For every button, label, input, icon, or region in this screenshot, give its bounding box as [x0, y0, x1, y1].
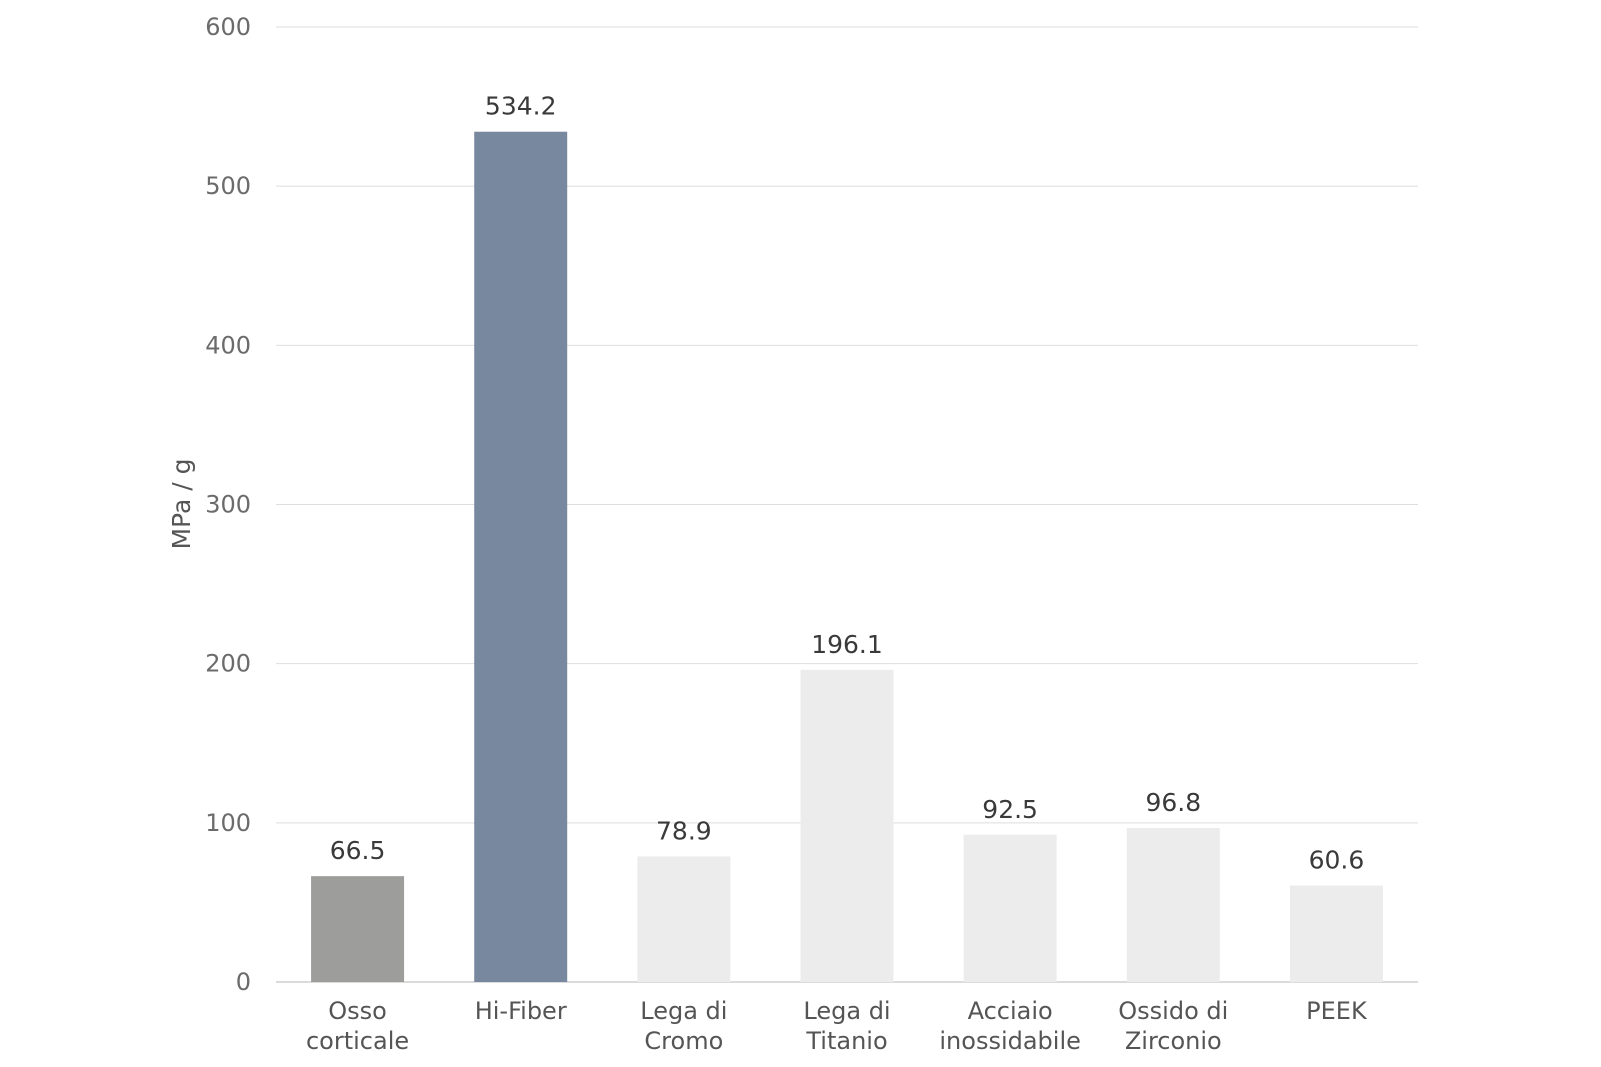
category-label-5: Ossido di Zirconio [1118, 997, 1228, 1055]
bar-2 [637, 856, 731, 982]
category-label-4: Acciaio inossidabile [939, 997, 1081, 1055]
category-label-6: PEEK [1306, 997, 1368, 1025]
category-label-0: Osso corticale [306, 997, 409, 1055]
y-tick-label-400: 400 [205, 331, 251, 359]
data-label-2: 78.9 [656, 816, 712, 845]
y-axis-ticks: 0 100 200 300 400 500 600 [205, 13, 251, 996]
y-tick-label-200: 200 [205, 650, 251, 678]
data-label-0: 66.5 [330, 836, 386, 865]
category-label-2: Lega di Cromo [640, 997, 727, 1055]
data-labels: 66.5 534.2 78.9 196.1 92.5 96.8 60.6 [330, 92, 1365, 875]
y-tick-label-100: 100 [205, 809, 251, 837]
y-tick-label-300: 300 [205, 491, 251, 519]
y-tick-label-500: 500 [205, 172, 251, 200]
bar-5 [1126, 827, 1220, 982]
y-tick-label-0: 0 [236, 968, 251, 996]
data-label-1: 534.2 [485, 92, 557, 121]
data-label-3: 196.1 [811, 630, 883, 659]
y-axis-title: MPa / g [167, 458, 196, 549]
bar-4 [963, 834, 1057, 982]
bars [311, 131, 1383, 982]
x-axis-categories: Osso corticale Hi-Fiber Lega di Cromo Lega di… [306, 997, 1368, 1055]
category-label-3: Lega di Titanio [803, 997, 890, 1055]
data-label-4: 92.5 [982, 795, 1038, 824]
data-label-6: 60.6 [1309, 846, 1365, 875]
bar-0 [311, 876, 405, 982]
category-label-1: Hi-Fiber [475, 997, 567, 1025]
y-tick-label-600: 600 [205, 13, 251, 41]
bar-3 [800, 669, 894, 982]
gridlines [276, 26, 1418, 983]
bar-1 [474, 131, 568, 982]
data-label-5: 96.8 [1145, 788, 1201, 817]
bar-6 [1289, 885, 1383, 982]
